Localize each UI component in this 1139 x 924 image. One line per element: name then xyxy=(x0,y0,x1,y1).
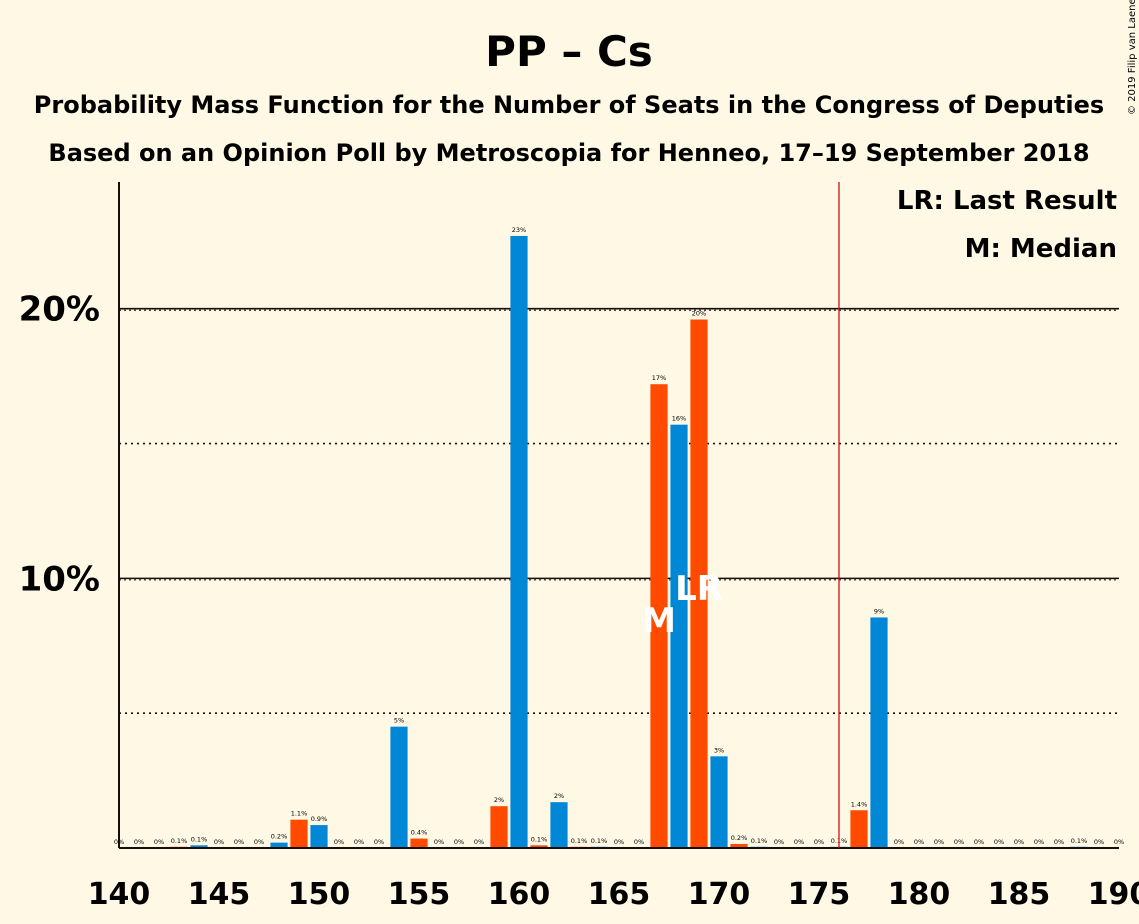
bar-seat-177 xyxy=(850,810,868,848)
bar-seat-167 xyxy=(650,384,668,848)
bar-series: 0%0%0%0.1%0.1%0%0%0%0.2%1.1%0.9%0%0%0%5%… xyxy=(114,226,1124,848)
x-tick-180: 180 xyxy=(888,877,951,912)
bar-label-155: 0.4% xyxy=(411,829,428,837)
bar-label-177: 1.4% xyxy=(851,800,868,808)
bar-label-148: 0.2% xyxy=(271,833,288,841)
bar-label-150: 0.9% xyxy=(311,815,328,823)
bar-label-187: 0% xyxy=(1054,838,1064,846)
bar-label-141: 0% xyxy=(134,838,144,846)
bar-seat-171 xyxy=(730,843,748,848)
grid-lines xyxy=(119,307,1119,714)
bar-label-145: 0% xyxy=(214,838,224,846)
bar-seat-162 xyxy=(550,802,568,848)
bar-label-189: 0% xyxy=(1094,838,1104,846)
bar-label-186: 0% xyxy=(1034,838,1044,846)
bar-label-162: 2% xyxy=(554,792,564,800)
bar-label-159: 2% xyxy=(494,796,504,804)
x-tick-140: 140 xyxy=(88,877,151,912)
bar-label-147: 0% xyxy=(254,838,264,846)
x-tick-185: 185 xyxy=(988,877,1051,912)
bar-label-161: 0.1% xyxy=(531,835,548,843)
x-tick-150: 150 xyxy=(288,877,351,912)
x-tick-175: 175 xyxy=(788,877,851,912)
bar-label-169: 20% xyxy=(692,310,706,318)
bar-label-182: 0% xyxy=(954,838,964,846)
bar-label-174: 0% xyxy=(794,838,804,846)
bar-seat-178 xyxy=(870,617,888,848)
bar-label-172: 0.1% xyxy=(751,837,768,845)
chart-title: PP – Cs xyxy=(485,27,653,76)
bar-seat-148 xyxy=(270,842,288,848)
bar-seat-144 xyxy=(190,845,208,848)
bar-label-156: 0% xyxy=(434,838,444,846)
bar-label-164: 0.1% xyxy=(591,837,608,845)
bar-label-152: 0% xyxy=(354,838,364,846)
x-tick-160: 160 xyxy=(488,877,551,912)
tick-labels: 140 145 150 155 160 165 170 175 180 185 190 10% 20% xyxy=(19,290,1139,912)
bar-seat-155 xyxy=(410,838,428,848)
bar-seat-168 xyxy=(670,424,688,848)
bar-seat-160 xyxy=(510,235,528,848)
bar-label-144: 0.1% xyxy=(191,835,208,843)
bar-label-184: 0% xyxy=(994,838,1004,846)
bar-label-180: 0% xyxy=(914,838,924,846)
bar-label-185: 0% xyxy=(1014,838,1024,846)
bar-label-181: 0% xyxy=(934,838,944,846)
x-tick-155: 155 xyxy=(388,877,451,912)
bar-seat-149 xyxy=(290,819,308,848)
bar-seat-150 xyxy=(310,825,328,848)
bar-label-160: 23% xyxy=(512,226,526,234)
bar-seat-161 xyxy=(530,845,548,848)
bar-label-171: 0.2% xyxy=(731,834,748,842)
bar-seat-170 xyxy=(710,756,728,848)
bar-label-183: 0% xyxy=(974,838,984,846)
chart-subtitle-2: Based on an Opinion Poll by Metroscopia … xyxy=(48,139,1089,167)
bar-label-168: 16% xyxy=(672,415,686,423)
bar-label-190: 0% xyxy=(1114,838,1124,846)
median-marker: M xyxy=(642,601,676,641)
chart-subtitle-1: Probability Mass Function for the Number… xyxy=(34,91,1104,119)
bar-label-178: 9% xyxy=(874,607,884,615)
bar-label-149: 1.1% xyxy=(291,810,308,818)
x-tick-190: 190 xyxy=(1088,877,1139,912)
bar-label-151: 0% xyxy=(334,838,344,846)
legend-last-result: LR: Last Result xyxy=(897,186,1117,216)
bar-label-166: 0% xyxy=(634,838,644,846)
axes xyxy=(118,182,1119,849)
bar-label-167: 17% xyxy=(652,374,666,382)
y-tick-10: 10% xyxy=(19,559,100,599)
bar-label-188: 0.1% xyxy=(1071,837,1088,845)
bar-label-165: 0% xyxy=(614,838,624,846)
bar-label-163: 0.1% xyxy=(571,837,588,845)
bar-label-158: 0% xyxy=(474,838,484,846)
bar-label-157: 0% xyxy=(454,838,464,846)
copyright-note: © 2019 Filip van Laenen xyxy=(1127,0,1138,115)
last-result-marker: LR xyxy=(675,569,723,609)
bar-seat-169 xyxy=(690,319,708,848)
bar-label-153: 0% xyxy=(374,838,384,846)
bar-seat-159 xyxy=(490,806,508,848)
bar-label-154: 5% xyxy=(394,717,404,725)
bar-label-146: 0% xyxy=(234,838,244,846)
y-tick-20: 20% xyxy=(19,290,100,330)
bar-label-143: 0.1% xyxy=(171,837,188,845)
x-tick-165: 165 xyxy=(588,877,651,912)
bar-label-142: 0% xyxy=(154,838,164,846)
x-tick-145: 145 xyxy=(188,877,251,912)
bar-label-175: 0% xyxy=(814,838,824,846)
bar-label-170: 3% xyxy=(714,746,724,754)
bar-seat-154 xyxy=(390,726,408,848)
bar-label-179: 0% xyxy=(894,838,904,846)
x-tick-170: 170 xyxy=(688,877,751,912)
legend-median: M: Median xyxy=(965,234,1117,264)
bar-label-173: 0% xyxy=(774,838,784,846)
